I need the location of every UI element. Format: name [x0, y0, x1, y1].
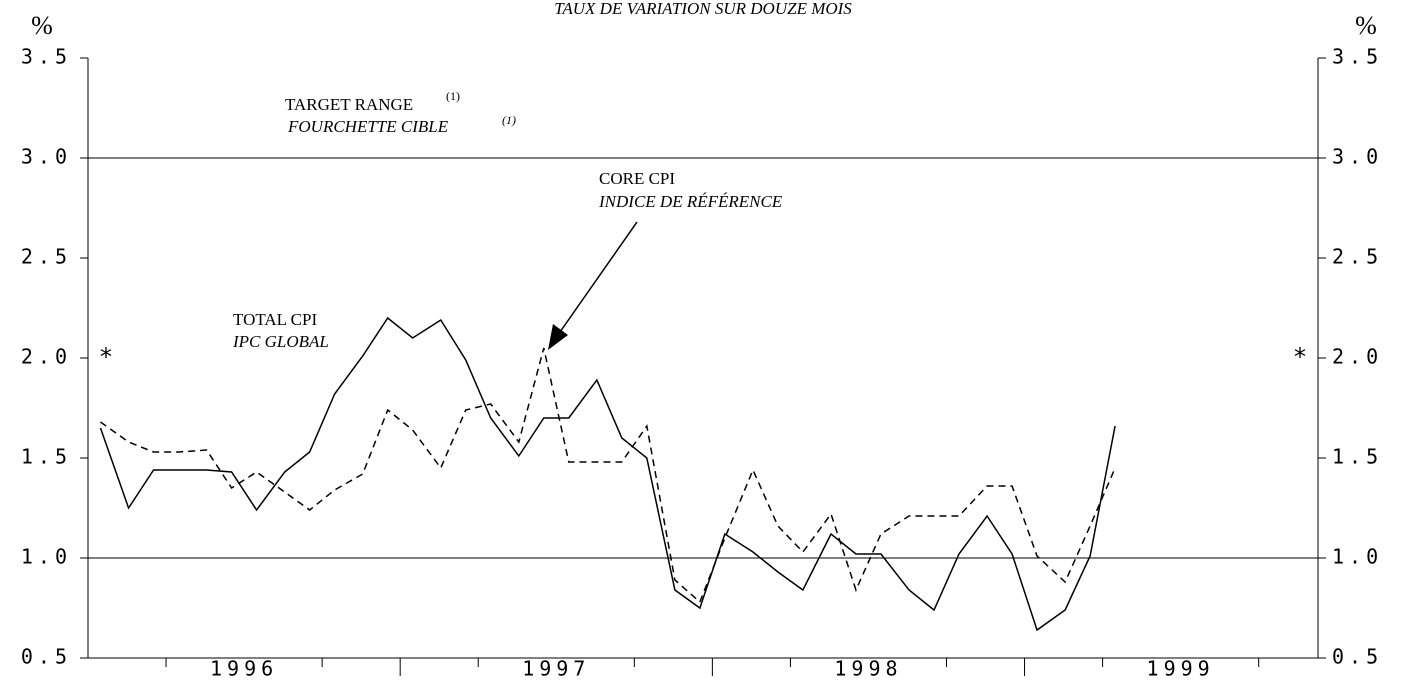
y2-label: % [1355, 11, 1377, 40]
x-tick-label: 1999 [1147, 657, 1215, 681]
x-tick-label: 1998 [834, 657, 902, 681]
y2-tick-label: 1.0 [1332, 545, 1383, 569]
series-line [100, 347, 1116, 604]
y2-tick-label: 2.0 [1332, 345, 1383, 369]
annotation: CORE CPI [599, 169, 675, 188]
y-label: % [31, 11, 53, 40]
annotation: TARGET RANGE [285, 95, 413, 114]
y-tick-label: 2.5 [21, 245, 72, 269]
y2-tick-label: 1.5 [1332, 445, 1383, 469]
arrow-head [548, 324, 568, 350]
arrow [559, 221, 638, 333]
annotation: TOTAL CPI [233, 310, 317, 329]
annotation: * [99, 343, 113, 371]
x-tick-label: 1997 [522, 657, 590, 681]
y2-tick-label: 0.5 [1332, 645, 1383, 669]
annotation: (1) [446, 89, 460, 103]
y2-tick-label: 2.5 [1332, 245, 1383, 269]
y2-tick-label: 3.0 [1332, 145, 1383, 169]
y-tick-label: 1.5 [21, 445, 72, 469]
y-tick-label: 2.0 [21, 345, 72, 369]
series-line [99, 316, 1116, 632]
annotation: (1) [502, 113, 516, 127]
annotation: INDICE DE RÉFÉRENCE [598, 192, 783, 211]
annotation: * [1293, 343, 1307, 371]
y-tick-label: 0.5 [21, 645, 72, 669]
chart-title: TAUX DE VARIATION SUR DOUZE MOIS [554, 0, 852, 18]
annotation: FOURCHETTE CIBLE [287, 117, 449, 136]
y2-tick-label: 3.5 [1332, 45, 1383, 69]
y-tick-label: 3.0 [21, 145, 72, 169]
annotation: IPC GLOBAL [232, 332, 329, 351]
x-tick-label: 1996 [210, 657, 278, 681]
y-tick-label: 3.5 [21, 45, 72, 69]
y-tick-label: 1.0 [21, 545, 72, 569]
